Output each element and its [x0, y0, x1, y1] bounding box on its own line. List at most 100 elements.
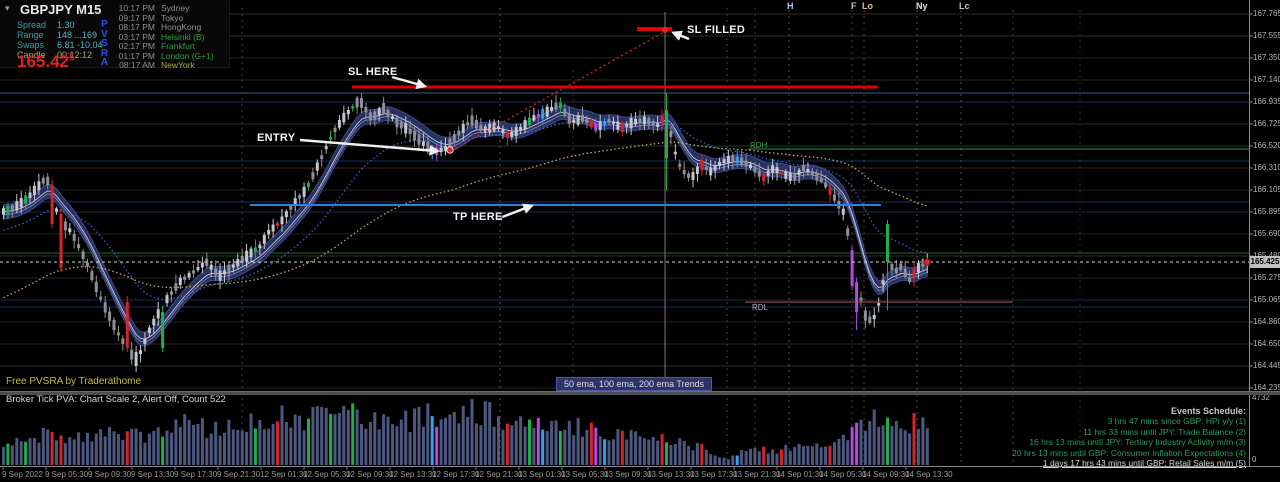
time-label: 12 Sep 13:30	[389, 470, 437, 479]
session-time: 10:17 PM	[118, 3, 155, 13]
session-city: Tokyo	[161, 12, 184, 23]
volume-bar	[558, 430, 562, 465]
tp-here-arrow[interactable]	[496, 203, 535, 221]
volume-bar	[700, 443, 704, 465]
candle-body	[267, 229, 271, 235]
candle-body	[514, 127, 518, 136]
candle-body	[545, 106, 549, 117]
candle-body	[192, 270, 196, 274]
volume-bar	[37, 442, 41, 465]
candle-body	[240, 255, 244, 263]
volume-bar	[815, 443, 819, 465]
volume-bar	[240, 430, 244, 465]
volume-bar	[152, 430, 156, 465]
price-label: 164.445	[1253, 361, 1280, 370]
volume-bar	[691, 450, 695, 465]
volume-bar	[806, 445, 810, 465]
volume-bar	[682, 440, 686, 465]
volume-bar	[271, 424, 275, 465]
sl-here-annotation[interactable]: SL HERE	[348, 66, 398, 78]
ema-legend[interactable]: 50 ema, 100 ema, 200 ema Trends	[556, 377, 713, 391]
volume-bar	[695, 442, 699, 465]
session-time: 02:17 PM	[118, 41, 155, 51]
session-marker-h: H	[787, 1, 794, 11]
volume-bar	[793, 447, 797, 465]
candle-body	[505, 131, 509, 138]
volume-bar	[784, 444, 788, 465]
volume-bar	[364, 428, 368, 465]
volume-bar	[846, 440, 850, 465]
entry-arrow[interactable]	[299, 138, 441, 156]
sl-here-arrow[interactable]	[391, 75, 428, 90]
volume-bar	[231, 429, 235, 465]
collapse-arrow-icon[interactable]: ▾	[5, 3, 10, 13]
volume-bar	[147, 433, 151, 465]
candle-body	[377, 108, 381, 115]
candle-body	[775, 167, 779, 174]
candle-body	[329, 137, 333, 140]
time-label: 12 Sep 01:30	[260, 470, 308, 479]
price-label: 164.650	[1253, 339, 1280, 348]
candle-body	[86, 262, 89, 267]
stat-label-range: Range	[17, 30, 44, 40]
volume-bar	[541, 429, 545, 465]
candle-body	[46, 176, 50, 186]
time-label: 14 Sep 09:30	[862, 470, 910, 479]
time-label: 9 Sep 09:30	[88, 470, 132, 479]
candle-body	[346, 110, 350, 115]
candle-body	[841, 208, 845, 215]
candle-body	[130, 349, 134, 360]
stat-value-range: 148 ...169	[57, 30, 98, 40]
candle-body	[6, 205, 10, 214]
volume-bar	[775, 453, 779, 465]
sl-filled-arrow[interactable]	[670, 30, 690, 41]
candle-body	[859, 297, 863, 301]
entry-annotation[interactable]: ENTRY	[257, 132, 296, 144]
volume-bar	[439, 419, 443, 465]
candle-body	[855, 282, 859, 312]
volume-bar	[253, 428, 257, 465]
pane-separator[interactable]	[0, 391, 1280, 395]
volume-bar	[863, 430, 867, 465]
events-title: Events Schedule:	[1170, 406, 1246, 416]
candle-body	[161, 312, 165, 348]
candle-body	[19, 197, 23, 208]
volume-bar	[262, 429, 266, 465]
sl-filled-annotation[interactable]: SL FILLED	[687, 24, 746, 36]
volume-bar	[382, 414, 386, 465]
tp-here-annotation[interactable]: TP HERE	[453, 211, 503, 223]
volume-bar	[616, 429, 620, 465]
candle-body	[802, 165, 805, 172]
current-price-marker[interactable]	[923, 258, 931, 266]
volume-bar	[620, 430, 624, 465]
volume-bar	[908, 433, 912, 465]
trade-projection-line[interactable]	[450, 30, 667, 152]
candle-body	[284, 211, 288, 218]
candle-body	[413, 131, 417, 141]
candle-body	[276, 222, 279, 226]
candle-body	[881, 280, 885, 285]
candle-body	[72, 234, 76, 241]
candle-body	[828, 187, 832, 195]
volume-bar	[430, 416, 434, 465]
sl-filled-marker[interactable]	[662, 27, 668, 33]
volume-bar	[267, 428, 271, 465]
volume-bar	[192, 424, 196, 465]
candle-body	[788, 172, 792, 181]
volume-bar	[249, 413, 253, 465]
candle-body	[550, 107, 554, 111]
volume-bar	[788, 450, 792, 465]
price-label: 165.065	[1253, 295, 1280, 304]
entry-marker[interactable]	[446, 146, 454, 154]
candle-body	[170, 291, 173, 295]
volume-bar	[90, 441, 94, 465]
volume-bar	[510, 425, 514, 465]
candle-body	[647, 117, 651, 125]
time-label: 13 Sep 01:30	[518, 470, 566, 479]
candle-body	[916, 263, 920, 273]
candle-body	[722, 159, 726, 163]
volume-bar	[165, 430, 169, 465]
volume-bar	[810, 446, 814, 465]
volume-bar	[346, 409, 350, 465]
